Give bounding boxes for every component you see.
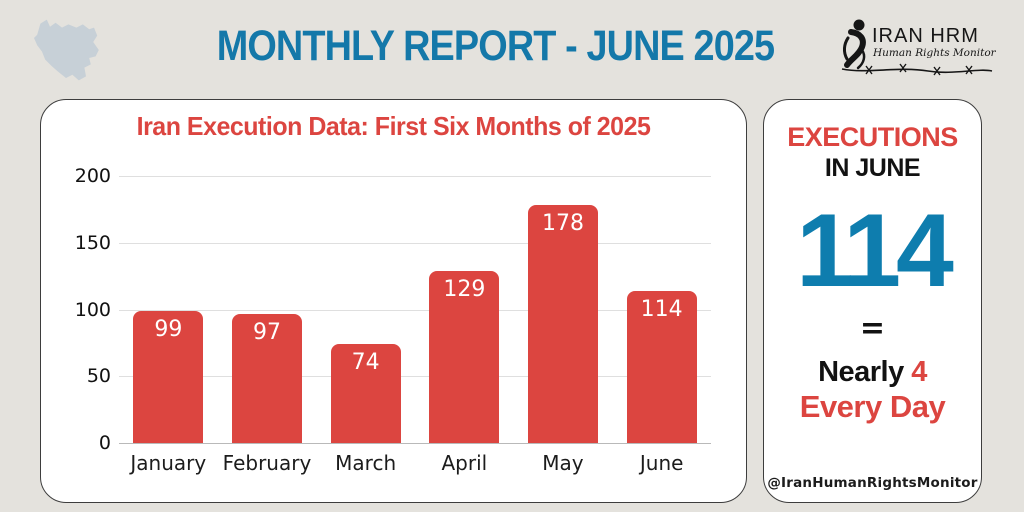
gridline-y-0	[119, 443, 711, 444]
executions-count: 114	[796, 193, 954, 309]
iran-map-icon	[34, 19, 99, 81]
x-tick-label-june: June	[639, 451, 684, 475]
execution-chart-card: Iran Execution Data: First Six Months of…	[40, 99, 747, 503]
bar-value-april: 129	[443, 276, 486, 302]
logo-figure-icon	[843, 19, 866, 70]
social-handle: @IranHumanRightsMonitor	[767, 475, 978, 491]
bar-february: 97	[232, 313, 302, 443]
nearly-four-line: Nearly 4	[818, 356, 927, 389]
equals-sign: =	[859, 311, 886, 346]
page-title: MONTHLY REPORT - JUNE 2025	[216, 22, 775, 70]
chart-title: Iran Execution Data: First Six Months of…	[136, 111, 651, 141]
bar-value-june: 114	[640, 296, 683, 322]
bar-june: 114	[626, 290, 697, 443]
y-tick-label-200: 200	[74, 165, 111, 187]
logo-name: IRAN HRM	[872, 25, 979, 47]
bar-value-february: 97	[253, 319, 281, 345]
x-tick-label-may: May	[542, 451, 584, 475]
x-tick-label-march: March	[335, 451, 397, 475]
x-tick-label-january: January	[130, 451, 207, 475]
bar-march: 74	[330, 344, 401, 443]
y-tick-label-100: 100	[74, 298, 111, 321]
summary-heading-executions: EXECUTIONS	[787, 122, 958, 152]
bar-value-may: 178	[542, 211, 584, 237]
barbed-wire-icon	[841, 63, 993, 76]
gridline-y-150	[119, 242, 711, 244]
y-tick-label-50: 50	[86, 365, 111, 388]
x-tick-label-february: February	[222, 451, 312, 475]
iran-hrm-logo: IRAN HRM Human Rights Monitor	[841, 19, 996, 76]
every-day-label: Every Day	[799, 389, 946, 424]
logo-subtitle: Human Rights Monitor	[872, 47, 996, 59]
gridline-y-100	[119, 309, 711, 311]
bar-value-march: 74	[351, 350, 380, 376]
y-tick-label-150: 150	[74, 231, 111, 254]
bar-april: 129	[429, 270, 500, 443]
x-tick-label-april: April	[441, 451, 488, 475]
nearly-label: Nearly	[818, 356, 912, 388]
bar-may: 178	[528, 205, 598, 443]
bar-january: 99	[133, 310, 204, 443]
gridline-y-200	[119, 176, 711, 177]
y-tick-label-0: 0	[98, 432, 111, 454]
nearly-number: 4	[911, 356, 927, 388]
gridline-y-50	[119, 376, 711, 378]
executions-summary-card: EXECUTIONS IN JUNE 114 = Nearly 4 Every …	[763, 99, 982, 503]
chart-plot-area: 99 97 74 129 178 114	[119, 176, 711, 444]
bar-value-january: 99	[154, 316, 183, 342]
summary-heading-in-june: IN JUNE	[824, 154, 921, 182]
